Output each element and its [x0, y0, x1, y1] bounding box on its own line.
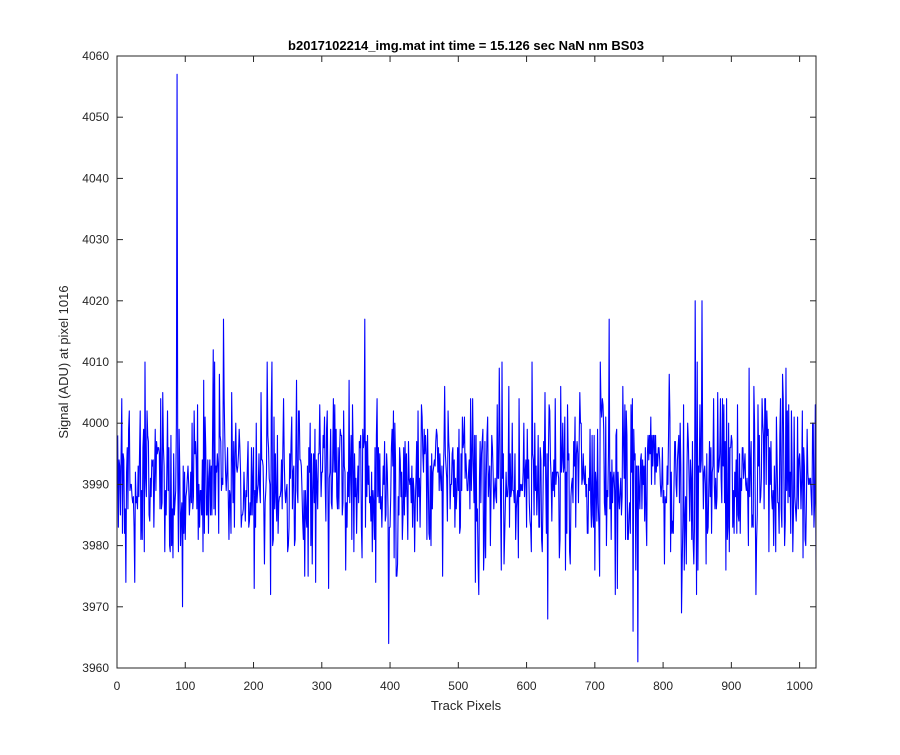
y-tick-label: 3980	[82, 539, 109, 553]
x-axis-label: Track Pixels	[431, 698, 502, 713]
x-tick-label: 1000	[786, 679, 813, 693]
y-tick-label: 3970	[82, 600, 109, 614]
y-axis-label: Signal (ADU) at pixel 1016	[56, 285, 71, 438]
chart-title: b2017102214_img.mat int time = 15.126 se…	[288, 38, 644, 53]
x-tick-label: 800	[653, 679, 673, 693]
y-tick-label: 4050	[82, 110, 109, 124]
y-tick-label: 4060	[82, 49, 109, 63]
x-tick-label: 200	[244, 679, 264, 693]
y-tick-label: 4030	[82, 233, 109, 247]
x-tick-label: 600	[517, 679, 537, 693]
ticks-layer: 0 100 200 300 400 500 600 700 800 900 1000 3960 3970…	[82, 49, 816, 693]
plot-area	[117, 56, 816, 668]
x-tick-label: 900	[721, 679, 741, 693]
series-line-signal	[117, 73, 817, 663]
series-layer	[117, 73, 817, 663]
x-tick-label: 700	[585, 679, 605, 693]
y-tick-label: 4020	[82, 294, 109, 308]
x-tick-label: 300	[312, 679, 332, 693]
y-tick-label: 4040	[82, 171, 109, 185]
x-tick-label: 500	[448, 679, 468, 693]
x-tick-label: 0	[114, 679, 121, 693]
y-tick-label: 4010	[82, 355, 109, 369]
y-tick-label: 3990	[82, 477, 109, 491]
x-tick-label: 400	[380, 679, 400, 693]
x-tick-label: 100	[175, 679, 195, 693]
y-tick-label: 3960	[82, 661, 109, 675]
y-tick-label: 4000	[82, 416, 109, 430]
